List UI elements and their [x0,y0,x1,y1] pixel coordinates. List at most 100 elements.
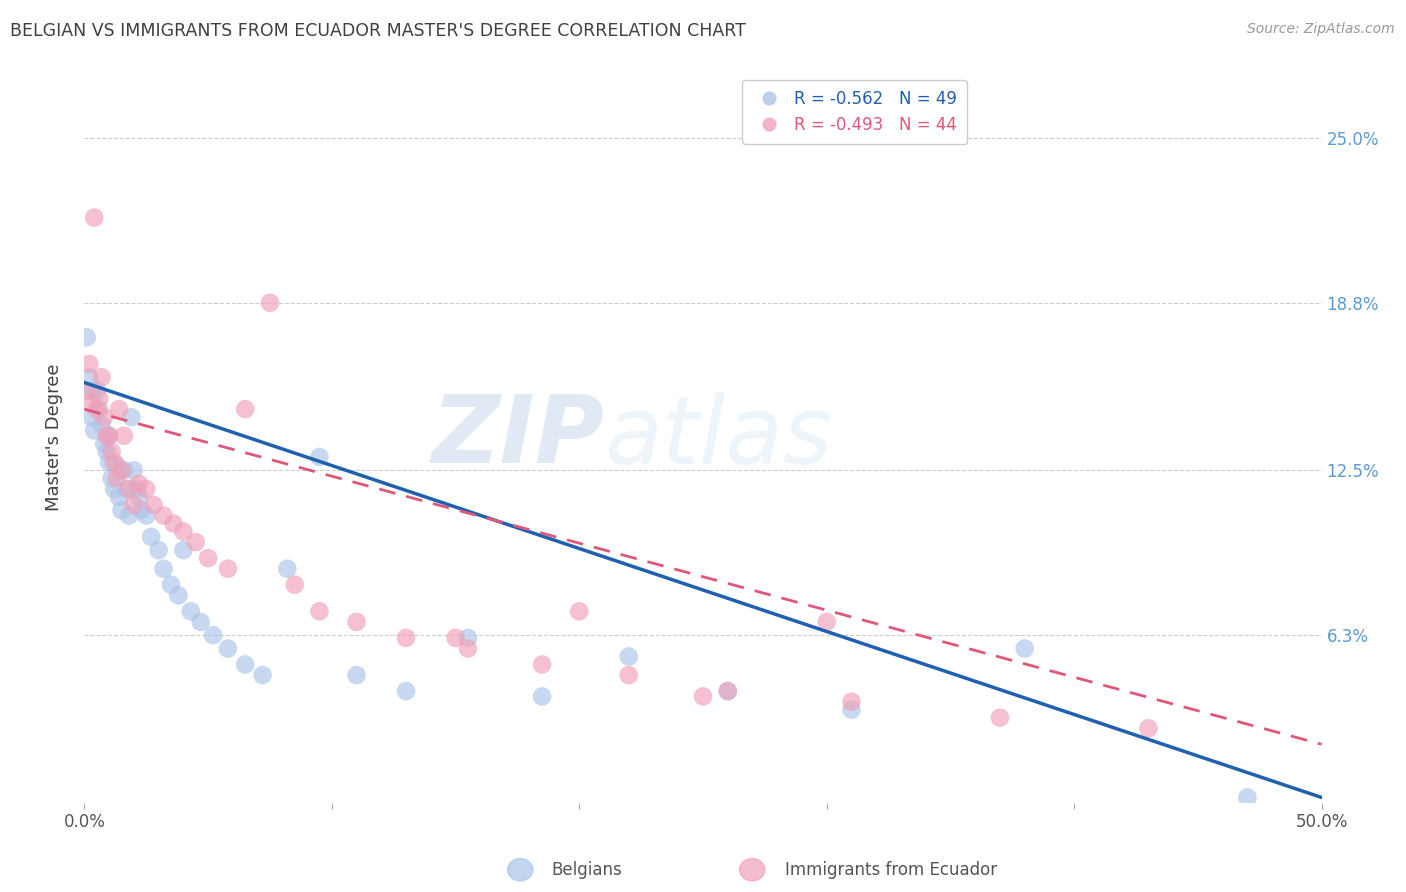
Point [284,577,307,591]
Point [100,471,122,485]
Point [120,410,142,425]
Point [76,330,98,344]
Point [815,615,838,629]
Point [252,668,274,682]
Point [346,668,368,682]
Point [112,429,135,443]
Point [202,628,225,642]
Text: Source: ZipAtlas.com: Source: ZipAtlas.com [1247,22,1395,37]
Point [308,604,330,618]
Point [217,641,239,656]
Point [259,295,281,310]
Y-axis label: Master's Degree: Master's Degree [45,363,63,511]
Text: Belgians: Belgians [551,861,621,879]
Text: ZIP: ZIP [432,391,605,483]
Point [80,384,103,398]
Point [128,490,150,504]
Point [118,482,141,496]
Point [152,508,174,523]
Point [233,402,256,417]
Point [276,562,298,576]
Point [105,458,128,472]
Point [83,211,105,225]
Point [96,429,118,443]
Point [531,690,554,704]
Point [76,384,98,398]
Point [217,562,239,576]
Point [96,444,118,458]
Point [110,503,132,517]
Point [160,577,183,591]
Text: Immigrants from Ecuador: Immigrants from Ecuador [785,861,997,879]
Point [86,402,108,417]
Point [457,641,479,656]
Point [717,684,740,698]
Point [617,649,640,664]
Point [108,402,131,417]
Point [112,463,135,477]
Point [395,684,418,698]
Point [692,690,714,704]
Point [841,695,863,709]
Point [172,524,194,539]
Point [128,476,150,491]
Point [125,482,148,496]
Point [184,535,207,549]
Point [457,631,479,645]
Point [118,508,141,523]
Point [717,684,740,698]
Point [308,450,330,464]
Point [86,384,108,398]
Point [395,631,418,645]
Point [1236,790,1258,805]
Point [98,455,121,469]
Point [841,703,863,717]
Point [93,436,115,450]
Point [93,410,115,425]
Point [1014,641,1036,656]
Point [80,397,103,411]
Point [190,615,212,629]
Point [152,562,174,576]
Point [617,668,640,682]
Point [148,543,170,558]
Point [988,711,1011,725]
Point [98,429,121,443]
Point [142,498,165,512]
Point [135,482,157,496]
Point [122,463,145,477]
Point [89,392,111,406]
Point [98,429,121,443]
Point [90,370,112,384]
Point [122,498,145,512]
Point [103,455,125,469]
Point [80,410,103,425]
Point [180,604,202,618]
Point [110,463,132,477]
Point [197,551,219,566]
Point [1137,722,1160,736]
Text: atlas: atlas [605,392,832,483]
Point [568,604,591,618]
Point [444,631,467,645]
Point [103,482,125,496]
Point [79,357,101,371]
Point [129,503,152,517]
Point [100,444,122,458]
Point [172,543,194,558]
Point [135,508,157,523]
Point [79,370,101,384]
Point [346,615,368,629]
Point [141,530,163,544]
Point [167,588,190,602]
Point [115,482,138,496]
Point [531,657,554,672]
Point [233,657,256,672]
Text: BELGIAN VS IMMIGRANTS FROM ECUADOR MASTER'S DEGREE CORRELATION CHART: BELGIAN VS IMMIGRANTS FROM ECUADOR MASTE… [10,22,745,40]
Point [89,402,111,417]
Legend: R = -0.562   N = 49, R = -0.493   N = 44: R = -0.562 N = 49, R = -0.493 N = 44 [742,79,967,144]
Point [90,418,112,433]
Point [108,490,131,504]
Point [162,516,184,531]
Point [105,471,128,485]
